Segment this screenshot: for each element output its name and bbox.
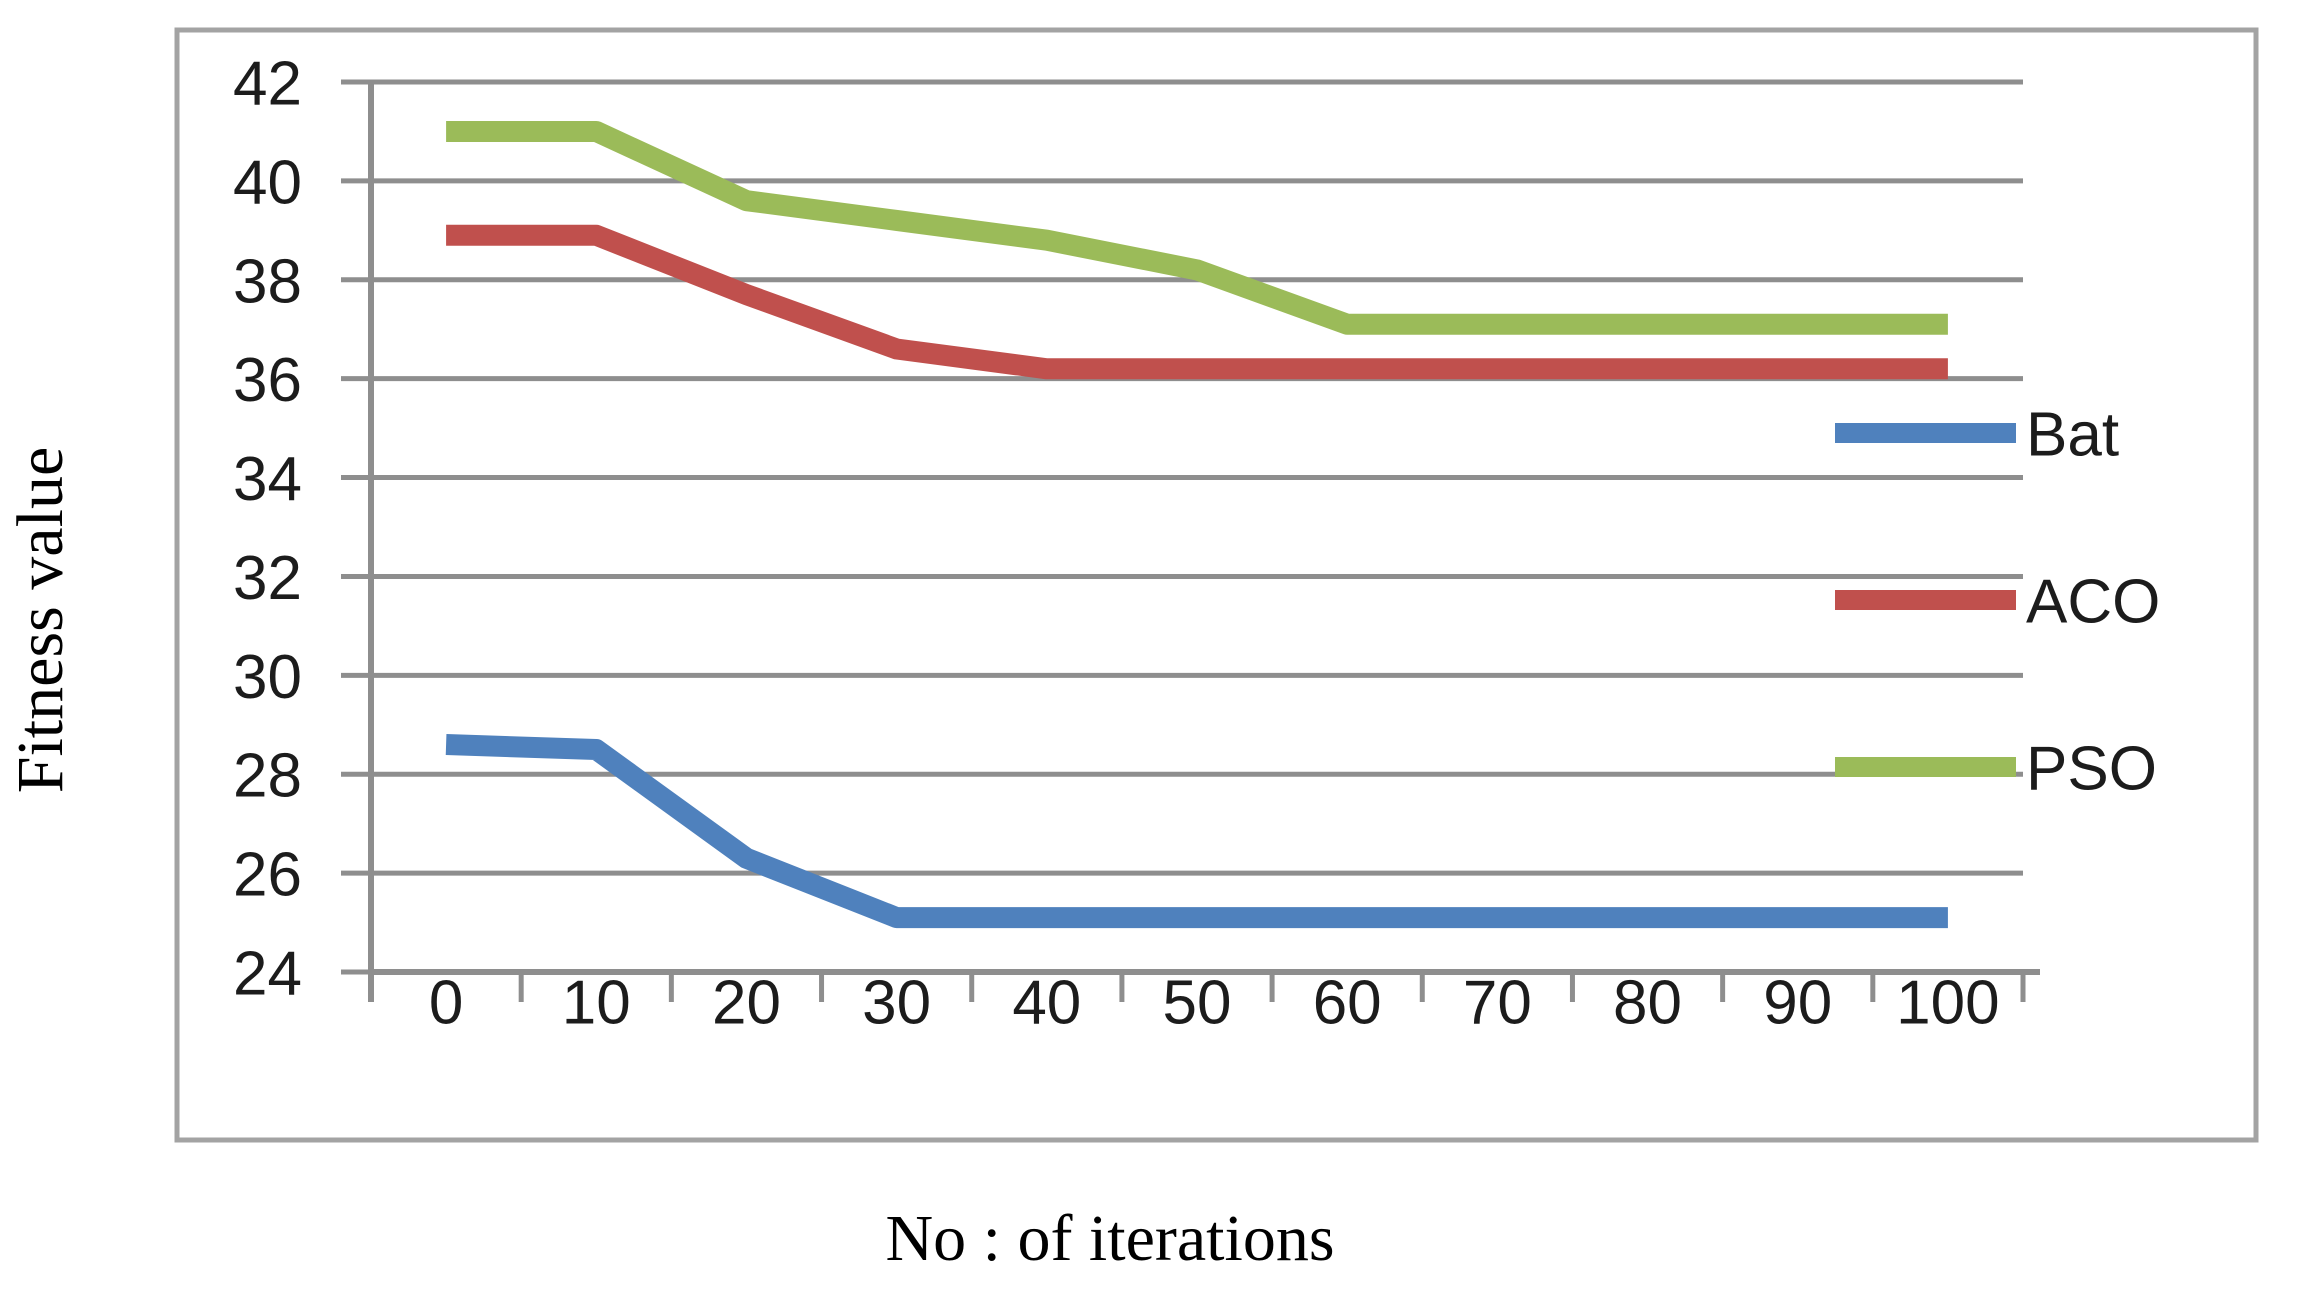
x-tick-label-60: 60	[1313, 969, 1382, 1038]
series-line-pso	[446, 120, 1948, 335]
x-tick-label-90: 90	[1763, 969, 1832, 1038]
y-tick-label-38: 38	[233, 247, 302, 316]
x-tick-label-80: 80	[1613, 969, 1682, 1038]
x-tick-label-40: 40	[1012, 969, 1081, 1038]
x-tick-label-70: 70	[1463, 969, 1532, 1038]
series-line-aco	[446, 224, 1948, 380]
y-tick-label-40: 40	[233, 148, 302, 217]
x-tick-label-20: 20	[712, 969, 781, 1038]
x-axis-title: No : of iterations	[885, 1202, 1334, 1275]
legend-label-bat: Bat	[2026, 401, 2119, 470]
x-tick-label-50: 50	[1163, 969, 1232, 1038]
series-line-bat	[445, 734, 1948, 929]
y-tick-label-28: 28	[233, 742, 302, 811]
legend-label-pso: PSO	[2026, 735, 2157, 804]
x-tick-label-10: 10	[562, 969, 631, 1038]
x-tick-label-30: 30	[862, 969, 931, 1038]
y-tick-label-32: 32	[233, 544, 302, 613]
y-tick-label-34: 34	[233, 445, 302, 514]
y-tick-label-24: 24	[233, 940, 302, 1009]
x-tick-label-0: 0	[429, 969, 463, 1038]
y-axis-title: Fitness value	[4, 447, 77, 793]
chart-border	[174, 27, 2259, 1143]
y-tick-label-30: 30	[233, 643, 302, 712]
legend-label-aco: ACO	[2026, 568, 2160, 637]
x-tick-label-100: 100	[1896, 969, 1999, 1038]
y-tick-label-42: 42	[233, 50, 302, 119]
y-tick-label-36: 36	[233, 346, 302, 415]
y-tick-label-26: 26	[233, 841, 302, 910]
